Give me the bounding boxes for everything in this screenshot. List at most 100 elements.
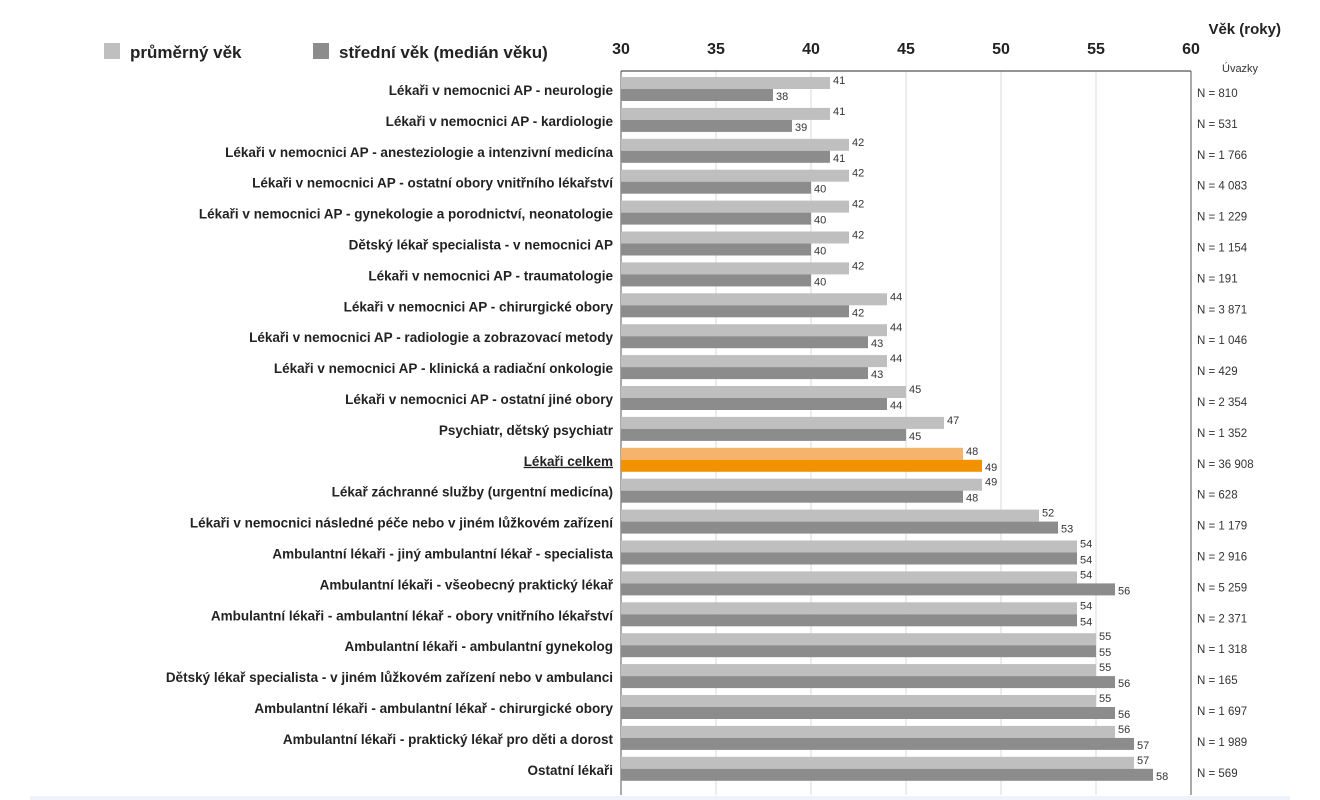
x-tick-label: 40 — [802, 41, 820, 58]
data-label-median: 40 — [814, 215, 826, 227]
bar-mean — [621, 262, 849, 275]
data-label-mean: 54 — [1080, 600, 1092, 612]
bar-mean — [621, 77, 830, 89]
data-label-median: 38 — [776, 91, 788, 103]
legend-label-mean: průměrný věk — [130, 43, 242, 62]
data-label-mean: 44 — [890, 291, 902, 303]
bar-mean — [621, 324, 887, 337]
data-label-median: 55 — [1099, 647, 1111, 659]
category-label: Ambulantní lékaři - všeobecný praktický … — [320, 577, 614, 592]
category-label: Dětský lékař specialista - v jiném lůžko… — [166, 670, 613, 685]
bar-median — [621, 243, 811, 256]
data-label-mean: 55 — [1099, 693, 1111, 705]
legend-label-median: střední věk (medián věku) — [339, 43, 548, 62]
bar-mean — [621, 355, 887, 368]
bar-median — [621, 614, 1077, 627]
n-value: N = 1 352 — [1197, 428, 1247, 440]
data-label-median: 56 — [1118, 678, 1130, 690]
data-label-mean: 57 — [1137, 755, 1149, 767]
bar-median — [621, 676, 1115, 689]
category-label: Ambulantní lékaři - jiný ambulantní léka… — [272, 547, 613, 562]
bar-median — [621, 521, 1058, 534]
bar-mean — [621, 756, 1134, 769]
n-value: N = 36 908 — [1197, 459, 1254, 471]
x-tick-label: 35 — [707, 41, 725, 58]
data-label-median: 58 — [1156, 771, 1168, 783]
bar-mean — [621, 107, 830, 120]
data-label-median: 43 — [871, 338, 883, 350]
bar-mean — [621, 231, 849, 244]
bar-mean — [621, 416, 944, 429]
bar-median — [621, 737, 1134, 750]
data-label-mean: 41 — [833, 106, 845, 118]
category-label: Lékaři v nemocnici AP - klinická a radia… — [274, 361, 614, 376]
data-label-median: 42 — [852, 307, 864, 319]
bar-mean — [621, 571, 1077, 584]
data-label-mean: 44 — [890, 353, 902, 365]
data-label-median: 41 — [833, 153, 845, 165]
n-value: N = 429 — [1197, 366, 1238, 378]
data-label-mean: 42 — [852, 137, 864, 149]
x-tick-label: 30 — [612, 41, 630, 58]
category-label: Psychiatr, dětský psychiatr — [439, 423, 614, 438]
n-value: N = 1 179 — [1197, 521, 1247, 533]
bar-median — [621, 181, 811, 194]
category-label: Dětský lékař specialista - v nemocnici A… — [349, 238, 613, 253]
bar-median — [621, 274, 811, 287]
data-label-mean: 55 — [1099, 662, 1111, 674]
n-value: N = 2 354 — [1197, 397, 1248, 409]
bar-mean — [621, 293, 887, 306]
data-label-median: 57 — [1137, 740, 1149, 752]
bar-median — [621, 552, 1077, 565]
category-label: Ambulantní lékaři - ambulantní lékař - o… — [211, 608, 614, 623]
data-label-median: 40 — [814, 246, 826, 258]
data-label-mean: 52 — [1042, 508, 1054, 520]
bar-median — [621, 490, 963, 503]
x-axis-title: Věk (roky) — [1208, 21, 1281, 38]
data-label-median: 39 — [795, 122, 807, 134]
data-label-mean: 56 — [1118, 724, 1130, 736]
bar-median — [621, 645, 1096, 658]
n-value: N = 1 697 — [1197, 706, 1247, 718]
n-value: N = 531 — [1197, 119, 1238, 131]
data-label-mean: 41 — [833, 75, 845, 87]
data-label-mean: 54 — [1080, 569, 1092, 581]
n-value: N = 3 871 — [1197, 304, 1247, 316]
bottom-strip — [30, 796, 1290, 800]
category-label: Ambulantní lékaři - ambulantní gynekolog — [344, 639, 613, 654]
category-label: Lékaři v nemocnici AP - neurologie — [389, 83, 614, 98]
category-label: Lékaři v nemocnici AP - ostatní jiné obo… — [345, 392, 613, 407]
bar-mean — [621, 540, 1077, 553]
n-value: N = 5 259 — [1197, 582, 1247, 594]
category-label: Ambulantní lékaři - ambulantní lékař - c… — [254, 701, 613, 716]
data-label-median: 48 — [966, 493, 978, 505]
n-value: N = 2 371 — [1197, 613, 1247, 625]
n-value: N = 191 — [1197, 273, 1238, 285]
data-label-mean: 49 — [985, 477, 997, 489]
n-value: N = 569 — [1197, 768, 1238, 780]
data-label-mean: 42 — [852, 168, 864, 180]
bar-mean — [621, 695, 1096, 707]
bar-median — [621, 707, 1115, 719]
bar-median — [621, 428, 906, 441]
n-column-header: Úvazky — [1222, 62, 1259, 75]
category-label: Lékaři v nemocnici AP - ostatní obory vn… — [252, 176, 614, 191]
n-value: N = 1 229 — [1197, 212, 1247, 224]
x-tick-label: 45 — [897, 41, 915, 58]
category-label: Lékaři v nemocnici AP - traumatologie — [368, 268, 613, 283]
n-value: N = 1 989 — [1197, 737, 1247, 749]
bar-median — [621, 367, 868, 380]
category-label: Lékaři v nemocnici AP - anesteziologie a… — [225, 145, 613, 160]
bar-median — [621, 212, 811, 225]
category-label: Lékaři v nemocnici AP - chirurgické obor… — [344, 299, 614, 314]
category-label: Ambulantní lékaři - praktický lékař pro … — [283, 732, 614, 747]
bar-mean — [621, 725, 1115, 738]
data-label-median: 53 — [1061, 524, 1073, 536]
n-value: N = 1 154 — [1197, 243, 1248, 255]
data-label-mean: 42 — [852, 230, 864, 242]
category-label: Lékaři celkem — [524, 454, 613, 469]
x-tick-label: 50 — [992, 41, 1010, 58]
data-label-median: 56 — [1118, 585, 1130, 597]
n-value: N = 1 046 — [1197, 335, 1247, 347]
bar-median — [621, 305, 849, 318]
